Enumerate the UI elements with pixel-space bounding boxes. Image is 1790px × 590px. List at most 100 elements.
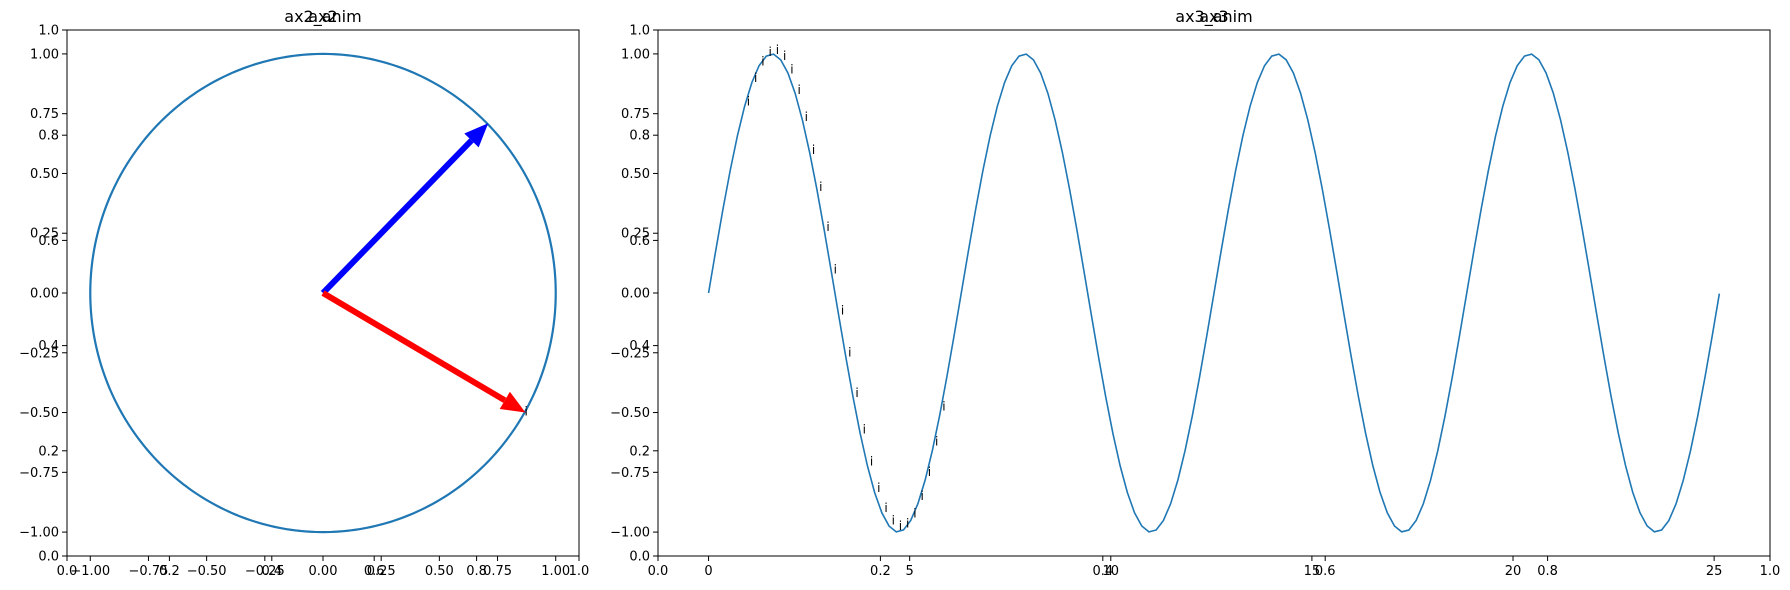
annotation-i: i bbox=[928, 465, 931, 479]
annotation-i: i bbox=[921, 489, 924, 503]
overlay-xtick-label: 0.4 bbox=[261, 564, 282, 579]
annotation-i: i bbox=[834, 263, 837, 277]
main-ytick-label: 0.50 bbox=[30, 167, 59, 182]
annotation-i: i bbox=[848, 346, 851, 360]
main-ytick-label: −0.75 bbox=[19, 466, 59, 481]
main-ytick: −0.25 bbox=[19, 346, 67, 361]
annotation-i: i bbox=[812, 143, 815, 157]
main-xtick: 5 bbox=[906, 556, 914, 579]
annotation-i: i bbox=[884, 501, 887, 515]
overlay-ytick-label: 0.8 bbox=[629, 129, 650, 144]
overlay-xtick-label: 0.6 bbox=[364, 564, 385, 579]
main-xtick: 20 bbox=[1505, 556, 1522, 579]
main-ytick: 1.00 bbox=[30, 47, 67, 62]
main-ytick: 0.25 bbox=[30, 227, 67, 242]
overlay-xtick: 0.8 bbox=[1537, 556, 1558, 579]
red-arrow-shaft bbox=[321, 290, 507, 403]
overlay-ytick: 1.0 bbox=[38, 24, 67, 39]
left-title-1: ax2 bbox=[308, 7, 337, 26]
overlay-xtick: 0.2 bbox=[159, 556, 180, 579]
annotation-i: i bbox=[906, 516, 909, 530]
main-xtick: −0.50 bbox=[187, 556, 227, 579]
annotation-i: i bbox=[805, 110, 808, 124]
overlay-ytick: 0.6 bbox=[629, 234, 658, 249]
annotation-i: i bbox=[892, 514, 895, 528]
main-ytick: −0.50 bbox=[610, 406, 658, 421]
main-ytick-label: 0.00 bbox=[30, 287, 59, 302]
main-xtick: −0.75 bbox=[129, 556, 169, 579]
overlay-ytick-label: 0.4 bbox=[629, 339, 650, 354]
right-panel: ax3 ax3_anim 0.0 0.2 0.4 0.6 0.8 1.0 0.0 0.2 0.4… bbox=[610, 7, 1780, 579]
main-ytick-label: −0.50 bbox=[610, 406, 650, 421]
main-ytick: 1.00 bbox=[621, 47, 658, 62]
overlay-xtick-label: 1.0 bbox=[569, 564, 590, 579]
overlay-xtick: 0.0 bbox=[57, 556, 77, 579]
main-ytick-label: −1.00 bbox=[610, 526, 650, 541]
overlay-xtick-label: 0.8 bbox=[466, 564, 487, 579]
main-xtick-label: 25 bbox=[1706, 564, 1723, 579]
overlay-xtick-label: 0.8 bbox=[1537, 564, 1558, 579]
main-xtick-label: −0.25 bbox=[245, 564, 285, 579]
main-xtick: 0.75 bbox=[483, 556, 512, 579]
main-ytick-label: −0.50 bbox=[19, 406, 59, 421]
annotation-i: i bbox=[899, 519, 902, 533]
annotation-i: i bbox=[826, 220, 829, 234]
annotation-i: i bbox=[790, 63, 793, 77]
main-xtick-label: 0 bbox=[704, 564, 712, 579]
annotation-i: i bbox=[768, 45, 771, 59]
main-ytick: −1.00 bbox=[19, 526, 67, 541]
main-ytick: 0.75 bbox=[30, 107, 67, 122]
overlay-xtick: 0.6 bbox=[1315, 556, 1336, 579]
overlay-ytick: 0.8 bbox=[38, 129, 67, 144]
circle-line bbox=[89, 52, 557, 534]
main-xtick-label: −1.00 bbox=[70, 564, 110, 579]
main-xtick: −0.25 bbox=[245, 556, 285, 579]
left-panel: ax2 ax2_anim 0.0 0.2 0.4 0.6 0.8 1.0 0.0 0.2 0.4… bbox=[19, 7, 589, 579]
overlay-xtick-label: 0.4 bbox=[1092, 564, 1113, 579]
overlay-ytick: 1.0 bbox=[629, 24, 658, 39]
blue-arrow bbox=[320, 123, 489, 296]
overlay-ytick-label: 0.8 bbox=[38, 129, 59, 144]
main-xtick: 0.50 bbox=[425, 556, 454, 579]
annotation-i: i bbox=[863, 422, 866, 436]
annotation-i: i bbox=[761, 54, 764, 68]
overlay-ytick: 0.2 bbox=[629, 444, 658, 459]
overlay-ytick: 0.0 bbox=[629, 550, 658, 565]
overlay-xtick-label: 1.0 bbox=[1760, 564, 1781, 579]
main-xtick: 15 bbox=[1304, 556, 1320, 579]
left-plot-area: i bbox=[89, 52, 557, 534]
main-ytick: 0.50 bbox=[30, 167, 67, 182]
main-xtick-label: 0.00 bbox=[309, 564, 338, 579]
main-ytick-label: 1.00 bbox=[30, 47, 59, 62]
blue-arrow-shaft bbox=[320, 138, 474, 296]
overlay-ytick-label: 0.2 bbox=[38, 444, 59, 459]
overlay-ytick: 0.4 bbox=[38, 339, 67, 354]
main-ytick-label: −0.75 bbox=[610, 466, 650, 481]
overlay-ytick-label: 0.0 bbox=[629, 550, 650, 565]
overlay-ytick: 0.4 bbox=[629, 339, 658, 354]
overlay-ytick-label: 0.6 bbox=[629, 234, 650, 249]
red-arrow bbox=[321, 290, 526, 413]
overlay-xtick-label: 0.0 bbox=[648, 564, 669, 579]
overlay-ytick-label: 1.0 bbox=[629, 24, 650, 39]
main-ytick-label: −1.00 bbox=[19, 526, 59, 541]
annotation-i: i bbox=[819, 180, 822, 194]
overlay-ytick-label: 0.0 bbox=[38, 550, 59, 565]
main-xtick-label: 20 bbox=[1505, 564, 1522, 579]
sine-line bbox=[707, 53, 1721, 533]
main-ytick-label: 0.00 bbox=[621, 287, 650, 302]
overlay-xtick: 0.0 bbox=[648, 556, 669, 579]
overlay-xtick: 1.0 bbox=[1760, 556, 1781, 579]
main-ytick: −0.50 bbox=[19, 406, 67, 421]
main-xtick-label: −0.75 bbox=[129, 564, 169, 579]
annotation-i: i bbox=[855, 386, 858, 400]
right-title-2: ax3_anim bbox=[1175, 7, 1252, 27]
main-xtick-label: 0.50 bbox=[425, 564, 454, 579]
main-ytick: −0.25 bbox=[610, 346, 658, 361]
main-xtick: 0.25 bbox=[367, 556, 396, 579]
main-xtick-label: 10 bbox=[1103, 564, 1120, 579]
annotation-i: i bbox=[913, 506, 916, 520]
main-ytick-label: −0.25 bbox=[19, 346, 59, 361]
